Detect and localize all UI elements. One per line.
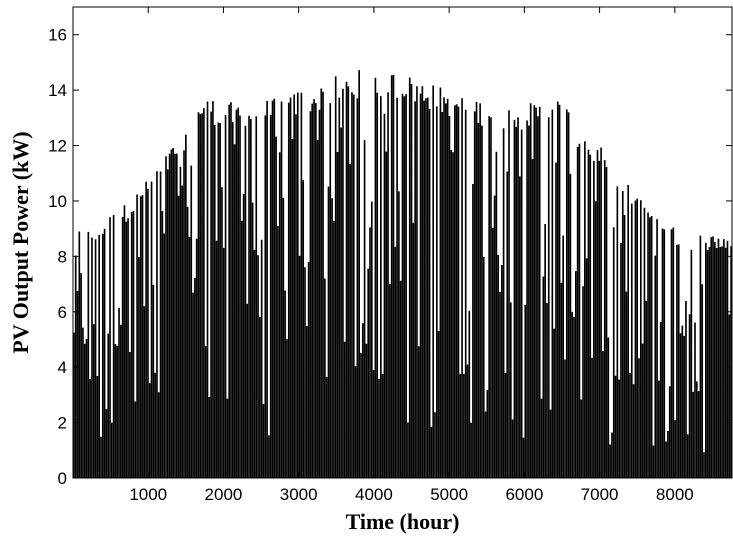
x-tick-label: 7000 bbox=[581, 485, 619, 504]
y-tick-label: 10 bbox=[48, 192, 67, 211]
x-tick-labels: 1000 2000 3000 4000 5000 6000 7000 8000 bbox=[129, 485, 693, 504]
y-tick-label: 12 bbox=[48, 137, 67, 156]
axis-ticks bbox=[73, 7, 732, 479]
y-tick-label: 6 bbox=[58, 303, 67, 322]
y-tick-label: 0 bbox=[58, 469, 67, 488]
pv-output-line bbox=[73, 70, 732, 478]
x-axis-label: Time (hour) bbox=[346, 509, 460, 534]
pv-output-series bbox=[73, 70, 732, 478]
x-tick-label: 6000 bbox=[505, 485, 543, 504]
x-tick-label: 2000 bbox=[205, 485, 243, 504]
plot-frame bbox=[72, 6, 733, 479]
y-tick-labels: 0 2 4 6 8 10 12 14 16 bbox=[48, 26, 67, 488]
y-axis-label: PV Output Power (kW) bbox=[8, 131, 33, 353]
x-tick-label: 8000 bbox=[656, 485, 694, 504]
y-tick-label: 16 bbox=[48, 26, 67, 45]
y-tick-label: 8 bbox=[58, 247, 67, 266]
y-tick-label: 4 bbox=[58, 358, 67, 377]
y-tick-label: 2 bbox=[58, 414, 67, 433]
x-tick-label: 4000 bbox=[355, 485, 393, 504]
x-tick-label: 1000 bbox=[129, 485, 167, 504]
y-tick-label: 14 bbox=[48, 81, 67, 100]
x-tick-label: 5000 bbox=[430, 485, 468, 504]
x-tick-label: 3000 bbox=[280, 485, 318, 504]
